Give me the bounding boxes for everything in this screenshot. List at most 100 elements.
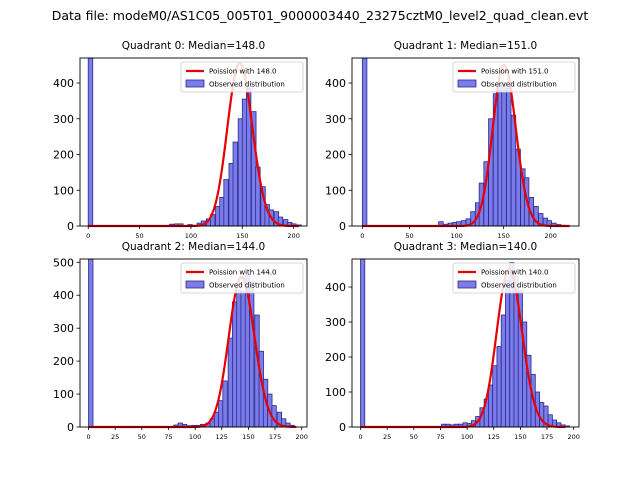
x-tick-label: 75 [436,433,444,441]
y-tick-label: 100 [53,184,74,197]
axes-frame [79,57,308,227]
histogram-bar [496,346,502,428]
histogram-bar [227,337,234,428]
legend-hist-label: Observed distribution [481,81,557,89]
histogram-bar [232,141,238,227]
y-tick-label: 0 [339,220,346,233]
chart-panel-1: Quadrant 1: Median=151.0 0 50 100 150 200 0 100… [325,40,580,240]
x-tick-label: 25 [383,433,391,441]
chart-legend: Poission with 151.0 Observed distribution [452,61,576,93]
y-tick-label: 300 [53,113,74,126]
histogram-bar [539,402,545,428]
histogram-bar [240,291,246,428]
x-tick-label: 125 [488,433,500,441]
histogram-bar [492,365,498,428]
legend-hist-swatch [457,79,477,88]
x-tick-label: 175 [541,433,553,441]
chart-title: Quadrant 2: Median=144.0 [122,241,265,253]
histogram-bar [506,87,512,227]
histogram-bar [360,258,366,428]
histogram-bar [88,258,94,428]
x-tick-label: 200 [295,433,307,441]
x-tick-label: 200 [545,232,557,240]
x-tick-label: 0 [358,433,362,441]
legend-curve-label: Poission with 144.0 [209,269,277,277]
axes-frame [351,57,580,227]
histogram-bar [223,179,229,227]
histogram-bar [505,279,511,428]
legend-hist-swatch [457,280,477,289]
chart-title: Quadrant 1: Median=151.0 [394,40,537,52]
y-tick-label: 500 [53,256,74,269]
histogram-bar [236,289,242,428]
chart-panel-0: Quadrant 0: Median=148.0 0 50 100 150 200 0 100… [53,40,308,240]
x-tick-label: 25 [111,433,119,441]
x-tick-label: 125 [216,433,228,441]
chart-legend: Poission with 144.0 Observed distribution [180,262,304,294]
histogram-bar [254,314,260,428]
y-tick-label: 300 [53,322,74,335]
chart-panel-2: Quadrant 2: Median=144.0 0 25 50 75 100 125 150… [53,241,308,441]
x-tick-label: 150 [497,232,509,240]
histogram-bar [500,314,506,428]
legend-curve-label: Poission with 140.0 [481,269,549,277]
chart-title: Quadrant 3: Median=140.0 [394,241,537,253]
histogram-bar [501,82,507,227]
x-tick-label: 0 [86,232,90,240]
histogram-bar [231,301,238,428]
y-tick-label: 200 [325,149,346,162]
y-tick-label: 200 [325,351,346,364]
x-tick-label: 175 [269,433,281,441]
histogram-bar [361,57,368,227]
y-tick-label: 400 [53,77,74,90]
y-tick-label: 200 [53,355,74,368]
y-tick-label: 200 [53,149,74,162]
y-tick-label: 300 [325,113,346,126]
chart-legend: Poission with 140.0 Observed distribution [452,262,576,294]
x-tick-label: 150 [242,433,254,441]
x-tick-label: 0 [86,433,90,441]
legend-hist-label: Observed distribution [209,81,285,89]
legend-curve-label: Poission with 151.0 [481,68,549,76]
chart-panel-3: Quadrant 3: Median=140.0 0 25 50 75 100 125 150… [325,241,580,441]
x-tick-label: 100 [450,232,462,240]
axes-frame [79,258,308,428]
x-tick-label: 50 [405,232,413,240]
chart-legend: Poission with 148.0 Observed distribution [180,61,304,93]
y-tick-label: 100 [325,386,346,399]
legend-curve-label: Poission with 148.0 [209,68,277,76]
x-tick-label: 100 [461,433,473,441]
legend-box [452,262,576,294]
y-tick-label: 100 [53,388,74,401]
histogram-bar [510,114,517,227]
x-tick-label: 50 [138,433,146,441]
histogram-bar [218,400,224,428]
legend-hist-label: Observed distribution [481,282,557,290]
x-tick-label: 150 [236,232,248,240]
y-tick-label: 100 [325,184,346,197]
legend-hist-swatch [185,280,205,289]
y-tick-label: 300 [325,316,346,329]
chart-title: Quadrant 0: Median=148.0 [122,40,265,52]
y-tick-label: 400 [325,77,346,90]
x-tick-label: 200 [567,433,579,441]
x-tick-label: 50 [410,433,418,441]
y-tick-label: 400 [53,289,74,302]
histogram-bar [87,57,94,227]
x-tick-label: 200 [287,232,299,240]
legend-hist-swatch [185,79,205,88]
y-tick-label: 0 [67,220,74,233]
histogram-bar [222,380,228,428]
legend-box [180,262,304,294]
x-tick-label: 0 [360,232,364,240]
x-tick-label: 50 [135,232,143,240]
legend-hist-label: Observed distribution [209,282,285,290]
y-tick-label: 0 [67,421,74,434]
x-tick-label: 150 [514,433,526,441]
legend-box [180,61,304,93]
x-tick-label: 100 [189,433,201,441]
figure-suptitle: Data file: modeM0/AS1C05_005T01_90000034… [52,8,589,23]
axes-frame [351,258,580,428]
x-tick-label: 75 [164,433,172,441]
